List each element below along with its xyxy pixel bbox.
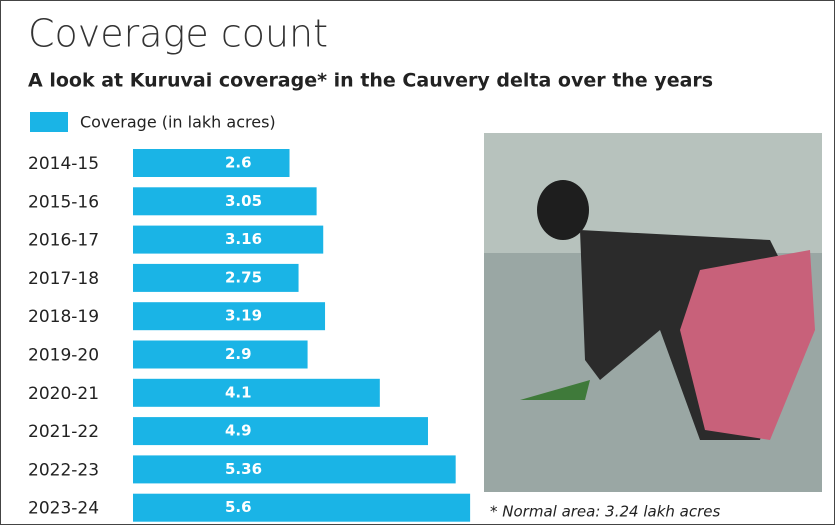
category-label: 2019-20 xyxy=(28,346,99,366)
photo-water xyxy=(484,133,822,253)
bar xyxy=(133,302,326,331)
bar xyxy=(133,225,324,254)
bar xyxy=(133,340,308,369)
category-label: 2015-16 xyxy=(28,192,99,212)
value-label: 2.75 xyxy=(225,268,262,286)
bar xyxy=(133,455,456,484)
category-label: 2022-23 xyxy=(28,460,99,480)
photo-figure-cloth xyxy=(680,250,815,440)
value-label: 2.6 xyxy=(225,154,252,172)
category-label: 2023-24 xyxy=(28,499,99,519)
category-label: 2014-15 xyxy=(28,154,99,174)
value-label: 5.6 xyxy=(225,498,252,516)
value-label: 2.9 xyxy=(225,345,252,363)
photo xyxy=(484,133,822,492)
legend-swatch xyxy=(30,112,68,132)
category-label: 2016-17 xyxy=(28,231,99,251)
bar xyxy=(133,493,471,522)
footnote: * Normal area: 3.24 lakh acres xyxy=(490,503,720,521)
bar xyxy=(133,149,290,177)
photo-seedlings xyxy=(520,380,590,400)
chart-subtitle: A look at Kuruvai coverage* in the Cauve… xyxy=(28,70,713,92)
legend-label: Coverage (in lakh acres) xyxy=(80,113,276,132)
value-label: 5.36 xyxy=(225,460,262,478)
bar xyxy=(133,378,380,407)
value-label: 3.19 xyxy=(225,307,262,325)
value-label: 3.16 xyxy=(225,230,262,248)
value-label: 3.05 xyxy=(225,192,262,210)
bar xyxy=(133,417,428,446)
bar xyxy=(133,263,299,292)
chart-title: Coverage count xyxy=(28,12,328,56)
category-label: 2017-18 xyxy=(28,269,99,289)
photo-figure-head xyxy=(537,180,589,240)
category-label: 2020-21 xyxy=(28,384,99,404)
category-label: 2021-22 xyxy=(28,422,99,442)
category-label: 2018-19 xyxy=(28,307,99,327)
value-label: 4.9 xyxy=(225,422,252,440)
value-label: 4.1 xyxy=(225,383,252,401)
bar xyxy=(133,187,317,216)
